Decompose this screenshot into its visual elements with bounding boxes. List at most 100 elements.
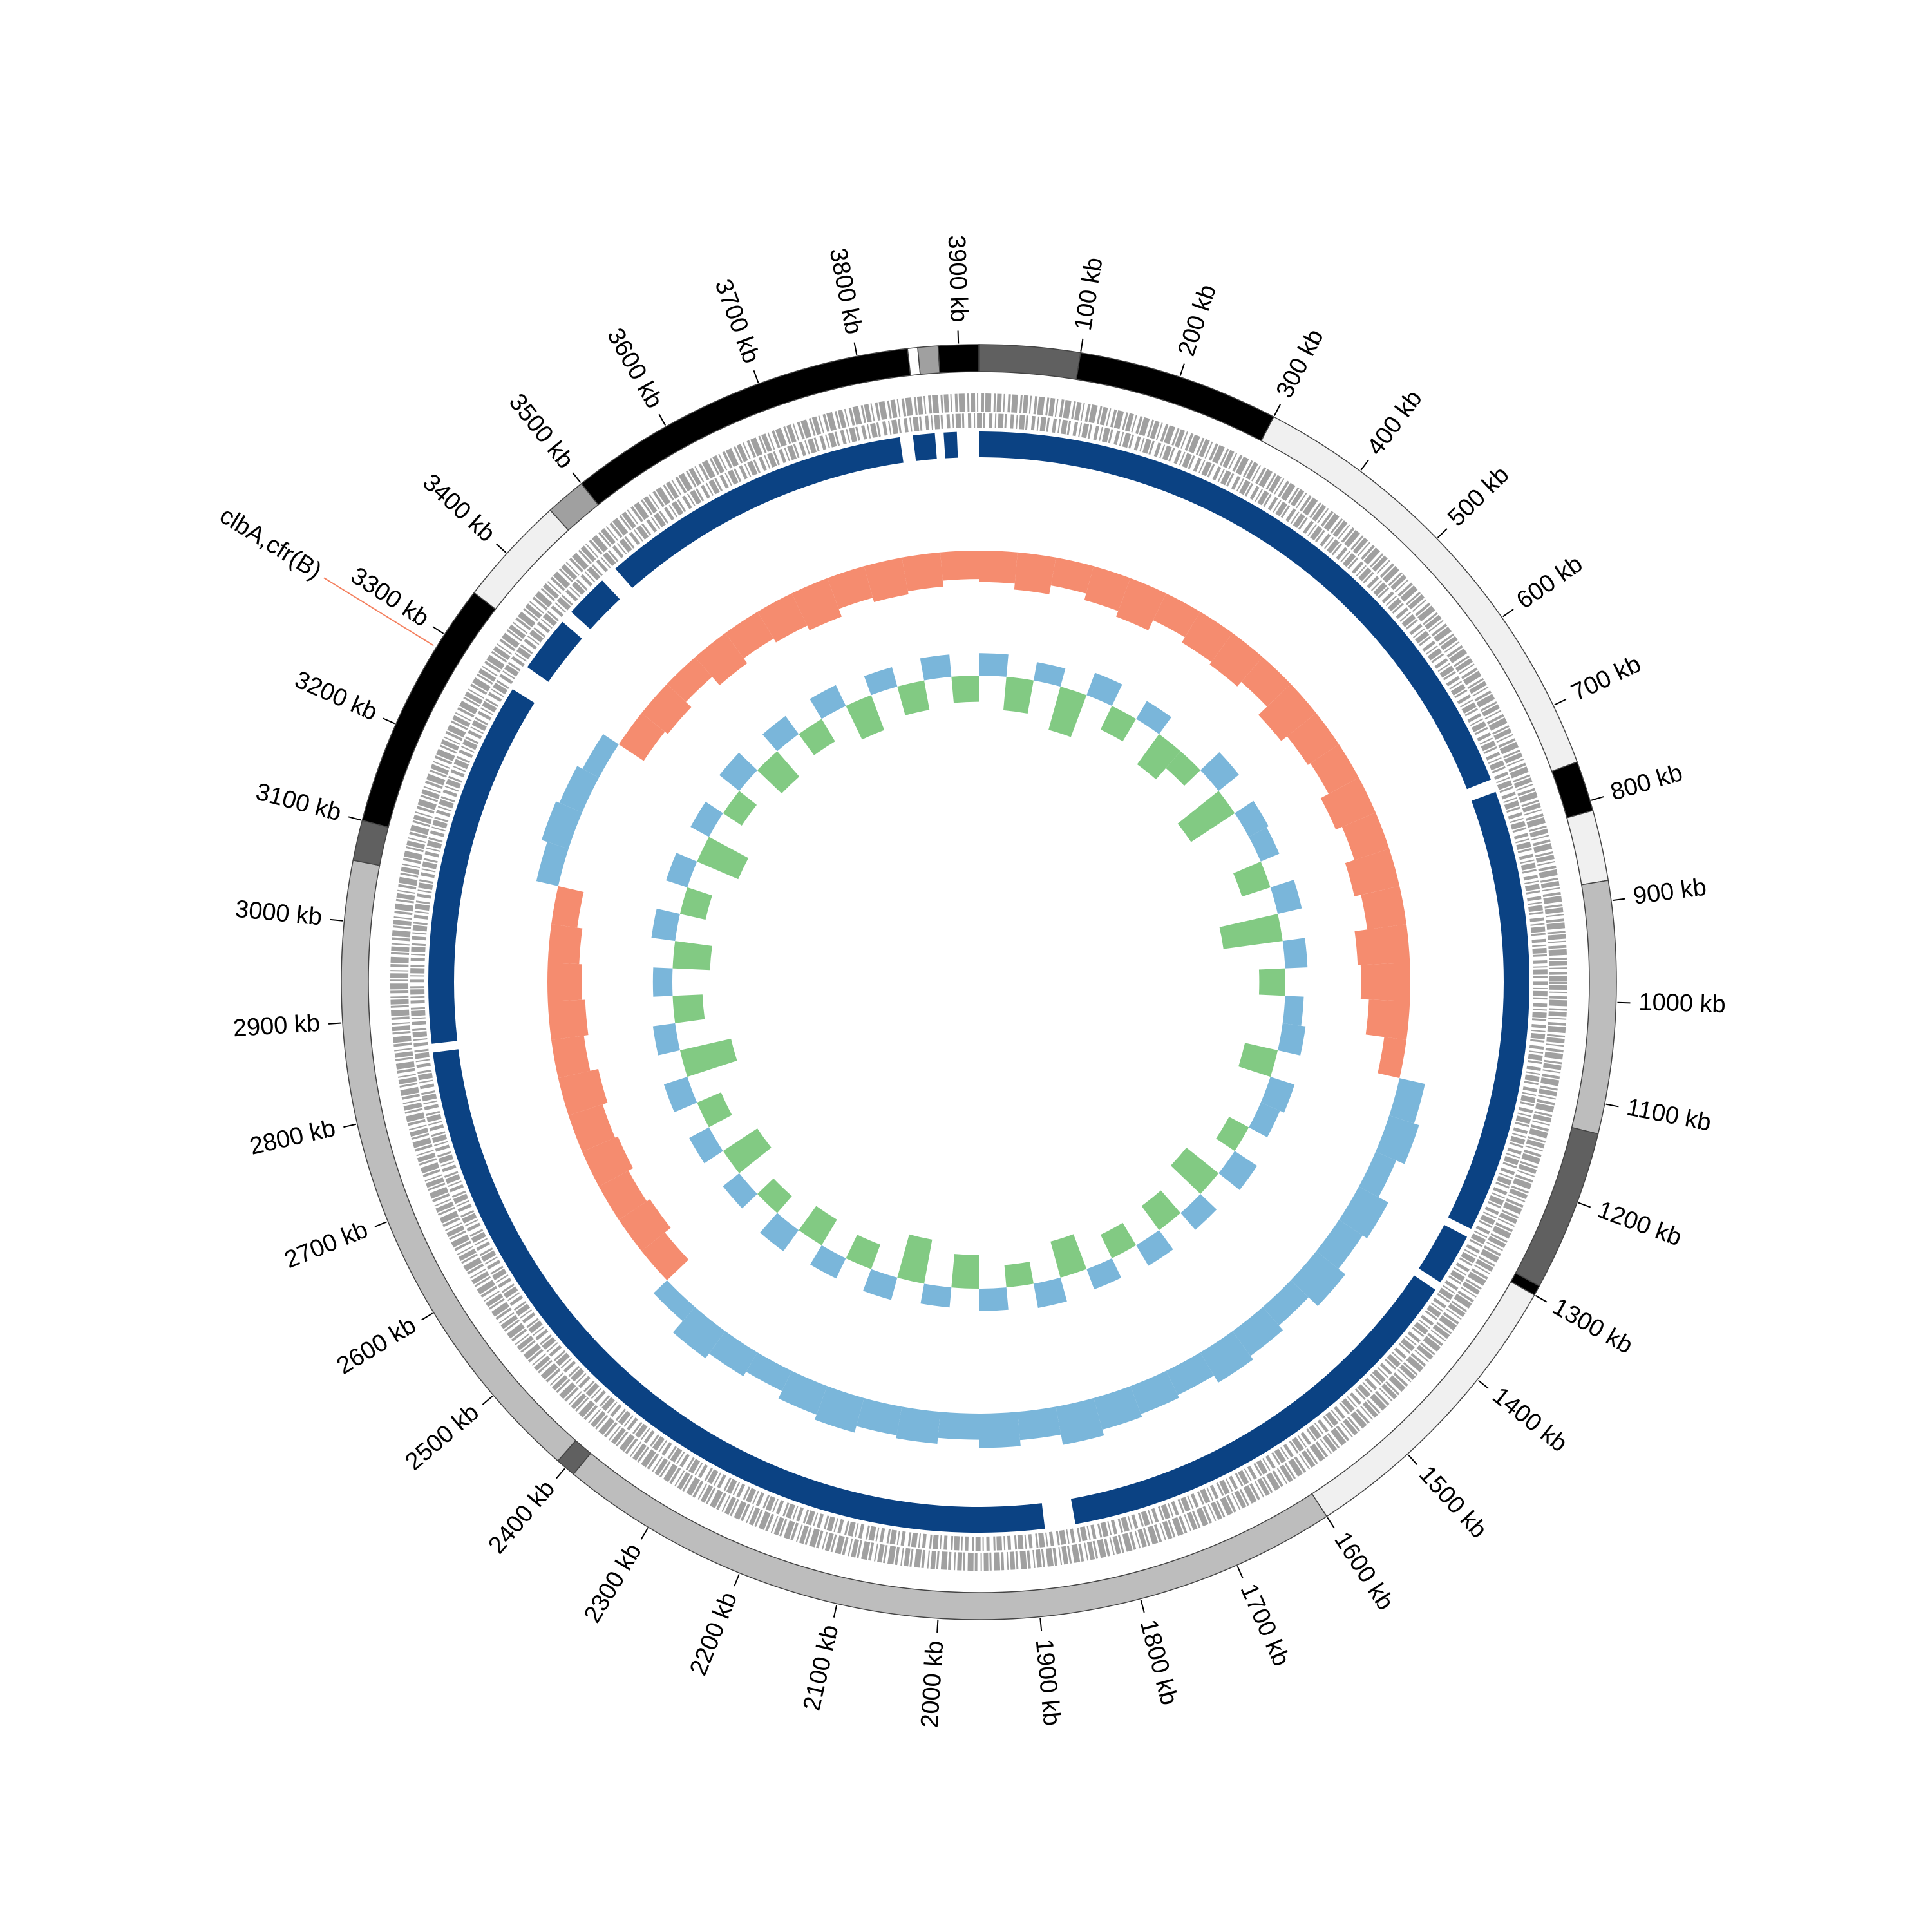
tick-mark — [1140, 1600, 1145, 1613]
track-bar — [896, 1406, 940, 1444]
track-bar — [1365, 999, 1410, 1040]
tick-mark — [658, 413, 667, 426]
track-bar — [799, 1206, 837, 1245]
tick-mark — [374, 1221, 387, 1227]
gene-track-inner — [410, 413, 1548, 1551]
tick-mark — [1273, 404, 1281, 416]
track-bar — [1170, 1148, 1219, 1194]
track-bar — [1136, 1230, 1173, 1266]
track-bar — [864, 667, 898, 696]
tick-mark — [1502, 609, 1514, 618]
track-bar — [757, 593, 808, 643]
track-bar — [810, 685, 846, 719]
hit-block — [1419, 1224, 1468, 1283]
tick-mark — [328, 1022, 342, 1025]
track-bar — [920, 654, 952, 681]
hit-block — [913, 433, 937, 461]
track-bar — [1262, 1280, 1309, 1326]
track-bar — [1003, 676, 1034, 714]
track-bar — [979, 653, 1009, 677]
track-bar — [1345, 848, 1400, 896]
track-bar — [697, 837, 749, 880]
track-bar — [641, 683, 692, 734]
track-bar — [1341, 812, 1390, 860]
tick-label: 2000 kb — [916, 1640, 949, 1728]
tick-mark — [496, 543, 507, 553]
hit-block — [615, 437, 904, 588]
track-bar — [723, 791, 757, 826]
track-bar — [938, 1412, 979, 1440]
hit-block — [943, 431, 958, 459]
tick-mark — [330, 918, 343, 922]
track-bar — [1182, 611, 1233, 663]
track-bar — [864, 557, 909, 603]
tick-mark — [1437, 528, 1448, 538]
track-bar — [559, 766, 600, 813]
track-bar — [1018, 1406, 1061, 1441]
track-bar — [697, 1092, 732, 1128]
track-bar — [1084, 566, 1131, 611]
tick-mark — [1039, 1618, 1043, 1631]
track-bar — [599, 1170, 647, 1220]
track-bar — [618, 1199, 671, 1251]
track-bar — [1050, 1234, 1087, 1278]
track-bar — [897, 680, 930, 715]
tick-label: 1000 kb — [1638, 989, 1727, 1018]
track-bar — [1200, 752, 1239, 791]
tick-mark — [421, 1312, 433, 1321]
tick-mark — [556, 1468, 565, 1479]
track-bar — [551, 886, 584, 928]
track-bar — [1278, 1023, 1306, 1056]
track-bar — [1358, 1151, 1397, 1197]
track-bar — [551, 1036, 591, 1079]
track-bar — [1056, 1397, 1104, 1445]
track-bar — [547, 999, 589, 1040]
track-bar — [863, 1269, 898, 1300]
track-bar — [651, 908, 680, 942]
track-bar — [1260, 1077, 1295, 1113]
tick-mark — [753, 370, 759, 383]
track-bar — [1235, 800, 1269, 837]
track-bar — [1050, 557, 1094, 594]
tick-mark — [1360, 459, 1370, 471]
tick-mark — [936, 1619, 939, 1633]
track-bar — [1086, 672, 1122, 706]
tick-mark — [482, 1396, 493, 1405]
hit-block — [527, 621, 582, 682]
track-bar — [920, 1283, 952, 1308]
track-bar — [979, 1287, 1009, 1311]
track-bar — [757, 1178, 792, 1213]
track-bar — [653, 1280, 696, 1321]
track-bar — [1291, 1251, 1346, 1307]
track-bar — [1100, 1222, 1137, 1258]
tick-mark — [1236, 1566, 1244, 1578]
track-bar — [1232, 1307, 1283, 1356]
track-bar — [719, 752, 757, 791]
tick-mark — [1179, 363, 1185, 376]
track-bar — [1086, 1258, 1122, 1290]
track-bar — [951, 1254, 979, 1289]
tick-mark — [348, 816, 361, 821]
track-bar — [1320, 777, 1376, 830]
track-bar — [1004, 1262, 1034, 1288]
track-bar — [799, 719, 835, 755]
hit-block — [979, 431, 1492, 790]
track-bar — [672, 994, 705, 1023]
track-bar — [666, 853, 697, 887]
track-bar — [1238, 1043, 1278, 1077]
track-bar — [547, 924, 583, 965]
track-bar — [1282, 938, 1308, 969]
tick-mark — [1605, 1103, 1619, 1108]
track-bar — [672, 1307, 726, 1359]
track-bar — [791, 578, 842, 630]
tick-mark — [343, 1123, 357, 1128]
track-bar — [1310, 744, 1359, 794]
track-bar — [1282, 996, 1304, 1026]
track-bar — [1378, 1037, 1406, 1079]
track-bar — [1209, 632, 1263, 687]
tick-mark — [572, 472, 582, 484]
track-bar — [940, 551, 979, 581]
track-bar — [746, 1352, 792, 1392]
track-bar — [778, 1370, 828, 1415]
